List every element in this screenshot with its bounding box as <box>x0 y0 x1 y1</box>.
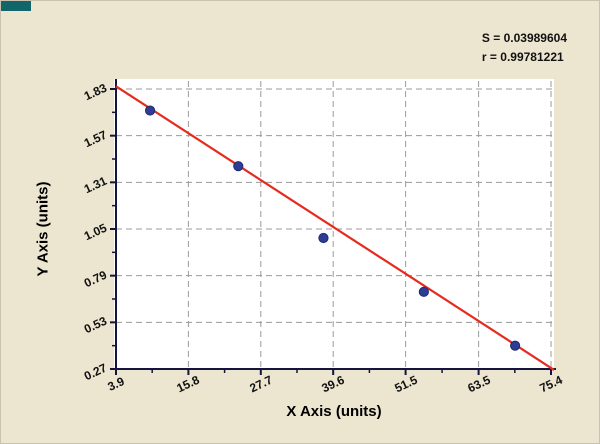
data-point <box>418 286 429 297</box>
data-point <box>510 340 521 351</box>
fit-statistics: S = 0.03989604 r = 0.99781221 <box>482 29 567 67</box>
y-axis-label: Y Axis (units) <box>34 181 52 277</box>
data-point <box>233 161 244 172</box>
x-axis-label: X Axis (units) <box>286 403 382 420</box>
fit-line <box>115 85 555 371</box>
data-point <box>144 105 156 116</box>
corner-accent <box>1 1 31 11</box>
stat-r-value: r = 0.99781221 <box>481 50 564 64</box>
data-point <box>318 232 329 244</box>
stat-s-value: S = 0.03989604 <box>481 31 567 45</box>
